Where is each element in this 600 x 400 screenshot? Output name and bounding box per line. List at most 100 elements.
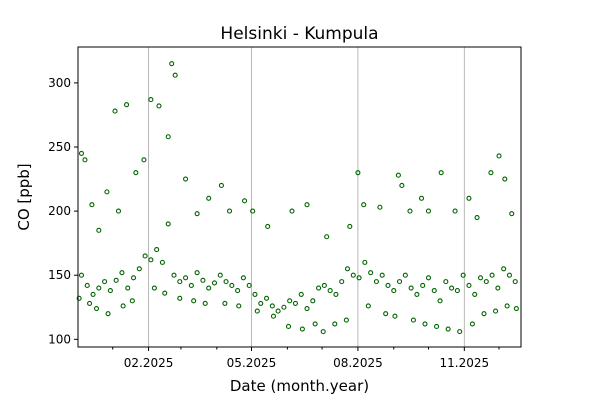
data-point xyxy=(172,72,178,78)
data-point xyxy=(316,285,322,291)
data-point xyxy=(125,285,131,291)
data-point xyxy=(240,275,246,281)
data-point xyxy=(191,298,197,304)
data-point xyxy=(93,305,100,312)
data-point xyxy=(474,214,480,221)
data-point xyxy=(310,298,316,304)
data-point xyxy=(321,282,327,289)
data-point xyxy=(211,280,218,286)
data-point xyxy=(392,313,398,319)
data-point xyxy=(431,288,437,294)
data-point xyxy=(299,326,305,332)
data-point xyxy=(512,279,518,285)
data-point xyxy=(344,266,351,272)
data-point xyxy=(365,303,371,309)
data-point xyxy=(218,182,224,189)
data-point xyxy=(292,300,299,306)
data-point xyxy=(395,172,401,178)
data-point xyxy=(115,208,122,214)
data-point xyxy=(275,308,281,314)
data-point xyxy=(304,202,310,208)
data-point xyxy=(222,300,228,306)
data-point xyxy=(206,285,212,291)
data-point xyxy=(263,295,270,301)
data-point xyxy=(425,275,432,281)
data-point xyxy=(194,270,200,276)
data-point xyxy=(269,303,275,309)
y-tick-label: 150 xyxy=(48,268,71,282)
data-point xyxy=(102,279,108,285)
data-point xyxy=(165,134,171,140)
data-point xyxy=(289,208,295,214)
data-point xyxy=(188,282,194,289)
data-point xyxy=(513,305,519,312)
data-point xyxy=(156,103,162,109)
data-point xyxy=(488,170,494,176)
data-point xyxy=(496,153,502,159)
data-point xyxy=(454,288,460,294)
y-tick-label: 200 xyxy=(48,204,71,218)
data-point xyxy=(130,275,137,281)
data-point xyxy=(355,170,361,176)
data-point xyxy=(460,272,466,278)
data-point xyxy=(159,259,165,265)
data-point xyxy=(119,270,125,276)
data-point xyxy=(320,329,326,335)
data-point xyxy=(324,234,330,240)
data-point xyxy=(477,275,484,281)
plot-frame xyxy=(77,46,522,348)
data-point xyxy=(312,321,318,327)
data-point xyxy=(379,272,385,278)
data-point xyxy=(445,326,451,332)
data-point xyxy=(347,223,353,230)
data-point xyxy=(350,272,356,278)
data-point xyxy=(437,298,443,304)
data-point xyxy=(391,288,397,294)
data-point xyxy=(120,303,126,309)
data-point xyxy=(226,208,233,214)
data-point xyxy=(410,317,416,323)
y-tick-label: 300 xyxy=(48,76,71,90)
y-tick-label: 100 xyxy=(48,332,71,346)
x-axis-label: Date (month.year) xyxy=(230,377,369,395)
data-point xyxy=(443,279,449,285)
data-point xyxy=(362,259,368,265)
points-layer xyxy=(76,61,519,335)
data-point xyxy=(457,329,463,335)
data-point xyxy=(229,282,235,289)
data-point xyxy=(343,317,349,323)
data-point xyxy=(281,304,287,310)
data-point xyxy=(361,202,367,208)
data-point xyxy=(383,311,389,317)
data-point xyxy=(399,182,405,189)
data-point xyxy=(96,227,102,233)
data-point xyxy=(250,208,256,214)
data-point xyxy=(495,285,501,291)
data-point xyxy=(154,247,160,253)
data-point xyxy=(422,321,428,327)
x-tick-label: 05.2025 xyxy=(227,356,277,370)
data-point xyxy=(425,208,432,214)
data-point xyxy=(504,303,510,309)
data-point xyxy=(162,290,168,296)
data-point xyxy=(402,272,408,278)
data-point xyxy=(509,211,515,217)
data-point xyxy=(89,202,95,208)
data-point xyxy=(449,285,455,291)
data-point xyxy=(483,279,489,285)
data-point xyxy=(96,285,102,291)
data-point xyxy=(87,300,93,306)
data-point xyxy=(148,97,154,103)
data-point xyxy=(148,257,154,263)
data-point xyxy=(493,308,499,314)
chart-title: Helsinki - Kumpula xyxy=(220,24,378,44)
y-tick-label: 250 xyxy=(48,140,71,154)
data-point xyxy=(506,272,512,278)
data-point xyxy=(129,298,135,304)
data-point xyxy=(333,291,339,297)
data-point xyxy=(171,272,177,278)
data-point xyxy=(501,266,507,272)
data-point xyxy=(142,253,148,259)
data-point xyxy=(194,211,200,217)
